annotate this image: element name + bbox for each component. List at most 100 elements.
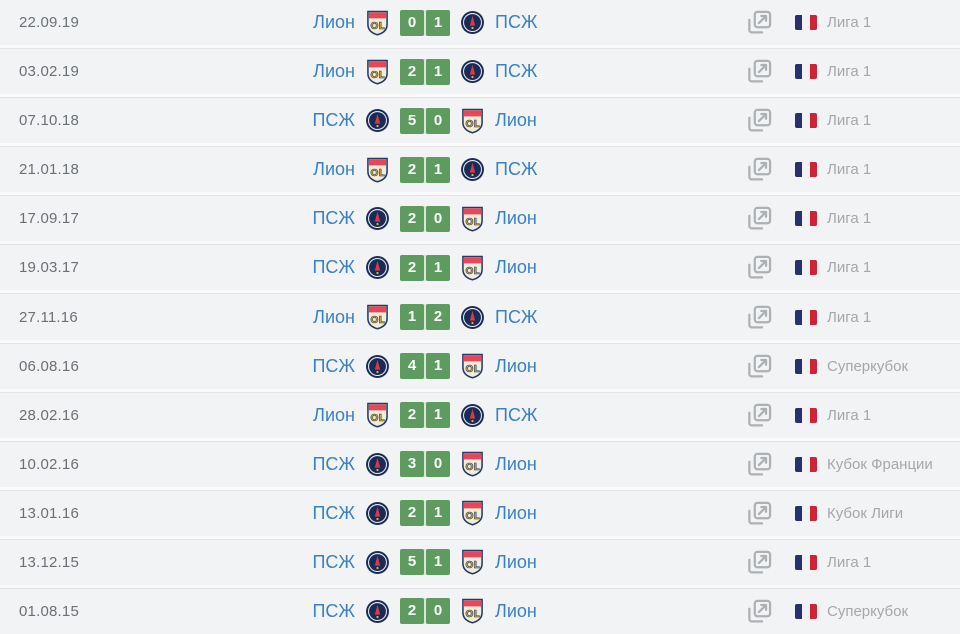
away-team-link[interactable]: ПСЖ [495,12,538,33]
competition-cell: Лига 1 [720,548,960,576]
match-score: 5 0 [400,107,450,134]
home-team-link[interactable]: Лион [313,159,355,180]
competition-name: Суперкубок [827,602,909,620]
match-row: 03.02.19 Лион OL 2 1 [0,48,960,95]
open-match-icon[interactable] [745,597,773,625]
svg-text:OL: OL [465,462,479,473]
match-date: 17.09.17 [19,210,79,228]
away-score: 0 [426,451,450,478]
match-score: 2 1 [400,58,450,85]
home-team-link[interactable]: ПСЖ [312,453,355,474]
home-team-logo-icon: OL [365,206,390,232]
competition-cell: Лига 1 [720,303,960,331]
open-match-icon[interactable] [745,499,773,527]
away-team-link[interactable]: Лион [495,551,537,572]
away-team-logo-icon: OL [460,59,485,85]
home-team-logo-icon: OL [365,598,390,624]
match-date: 06.08.16 [19,357,79,375]
home-team-link[interactable]: ПСЖ [312,110,355,131]
home-team-link[interactable]: ПСЖ [312,208,355,229]
away-team-logo-icon: OL [460,402,485,428]
svg-text:OL: OL [465,217,479,228]
away-team-logo-icon: OL [460,500,485,526]
match-row: 28.02.16 Лион OL 2 1 [0,391,960,438]
open-match-icon[interactable] [745,303,773,331]
home-team-link[interactable]: Лион [313,404,355,425]
away-score: 0 [426,598,450,625]
open-match-icon[interactable] [745,548,773,576]
home-team-link[interactable]: ПСЖ [312,355,355,376]
home-team-link[interactable]: ПСЖ [312,600,355,621]
home-team-logo-icon: OL [365,402,390,428]
competition-cell: Лига 1 [720,254,960,282]
home-score: 0 [400,9,424,36]
match-result: Лион OL 0 1 [130,9,720,36]
home-score: 1 [400,304,424,330]
competition-name: Лига 1 [827,161,872,179]
away-team-link[interactable]: Лион [495,208,537,229]
open-match-icon[interactable] [745,450,773,478]
match-score: 2 1 [400,402,450,429]
away-team-link[interactable]: Лион [495,600,537,621]
france-flag-icon [795,211,817,227]
france-flag-icon [795,407,817,423]
open-match-icon[interactable] [745,254,773,282]
home-score: 2 [400,500,424,527]
competition-name: Лига 1 [827,259,872,277]
home-team-logo-icon: OL [365,10,390,36]
open-match-icon[interactable] [745,58,773,86]
match-score: 2 0 [400,205,450,232]
competition-name: Кубок Лиги [827,504,904,522]
away-team-link[interactable]: Лион [495,502,537,523]
open-match-icon[interactable] [745,401,773,429]
away-team-link[interactable]: Лион [495,110,537,131]
home-team-logo-icon: OL [365,451,390,477]
away-team-link[interactable]: ПСЖ [495,404,538,425]
away-team-link[interactable]: Лион [495,355,537,376]
match-date: 28.02.16 [19,406,79,424]
away-team-link[interactable]: ПСЖ [495,61,538,82]
home-team-logo-icon: OL [365,549,390,575]
open-match-icon[interactable] [745,156,773,184]
home-team-logo-icon: OL [365,108,390,134]
home-team-link[interactable]: Лион [313,12,355,33]
away-team-logo-icon: OL [460,304,485,330]
home-team-link[interactable]: ПСЖ [312,551,355,572]
svg-text:OL: OL [465,364,479,375]
home-score: 5 [400,107,424,134]
competition-cell: Лига 1 [720,58,960,86]
competition-cell: Кубок Франции [720,450,960,478]
match-result: ПСЖ OL 2 1 [130,254,720,281]
away-score: 1 [426,254,450,281]
match-result: Лион OL 2 1 [130,58,720,85]
match-date: 10.02.16 [19,455,79,473]
competition-cell: Лига 1 [720,156,960,184]
france-flag-icon [795,162,817,178]
match-result: ПСЖ OL 5 0 [130,107,720,134]
open-match-icon[interactable] [745,352,773,380]
away-team-link[interactable]: Лион [495,453,537,474]
match-row: 01.08.15 ПСЖ OL 2 0 [0,587,960,634]
open-match-icon[interactable] [745,107,773,135]
home-team-link[interactable]: ПСЖ [312,257,355,278]
france-flag-icon [795,505,817,521]
match-result: ПСЖ OL 2 0 [130,205,720,232]
away-team-link[interactable]: Лион [495,257,537,278]
open-match-icon[interactable] [745,9,773,37]
home-team-link[interactable]: Лион [313,61,355,82]
match-score: 1 2 [400,304,450,330]
away-team-link[interactable]: ПСЖ [495,306,538,327]
home-score: 2 [400,598,424,625]
open-match-icon[interactable] [745,205,773,233]
competition-cell: Лига 1 [720,9,960,37]
home-score: 2 [400,402,424,429]
home-team-link[interactable]: Лион [313,306,355,327]
away-team-link[interactable]: ПСЖ [495,159,538,180]
home-team-link[interactable]: ПСЖ [312,502,355,523]
match-date: 01.08.15 [19,602,79,620]
svg-text:OL: OL [370,168,384,179]
away-score: 1 [426,9,450,36]
away-team-logo-icon: OL [460,157,485,183]
match-result: ПСЖ OL 4 1 [130,353,720,380]
